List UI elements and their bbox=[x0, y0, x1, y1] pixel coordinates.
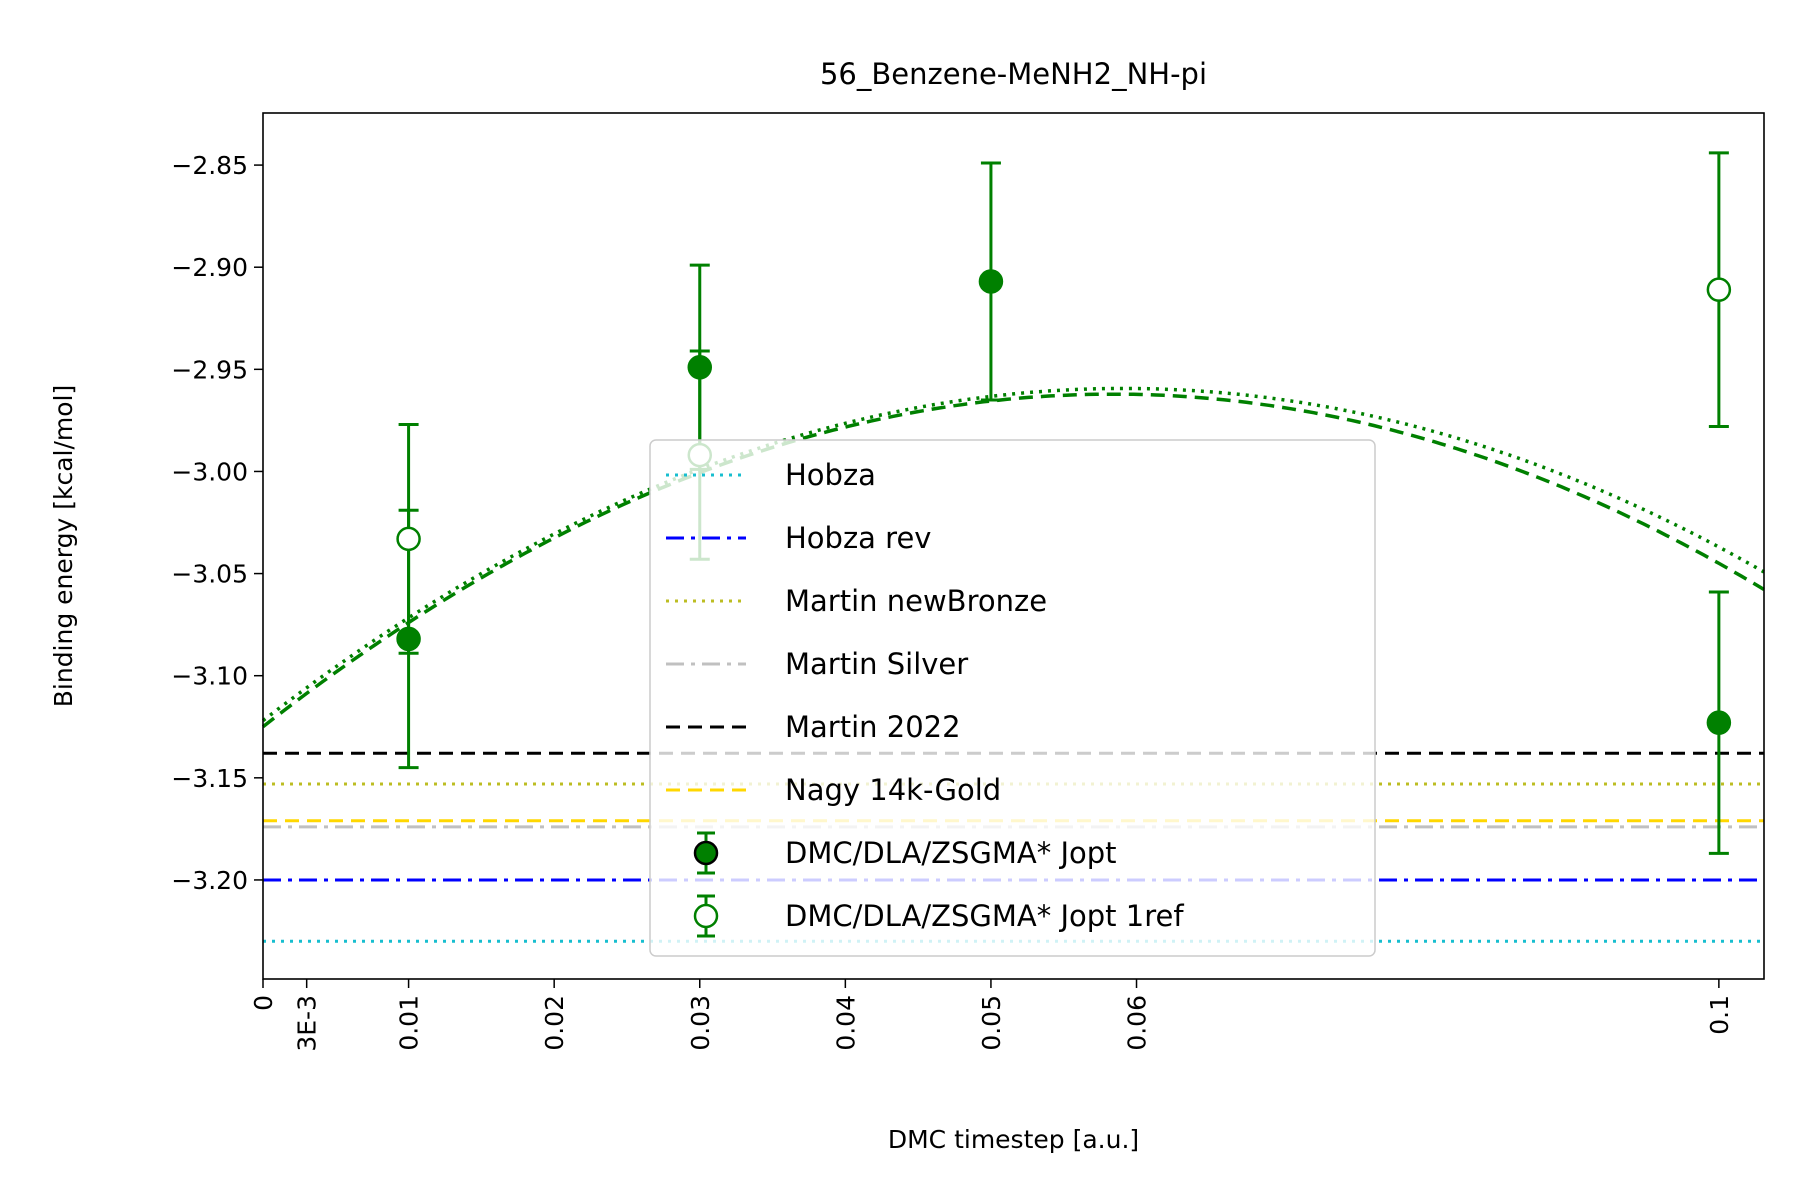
y-tick-label: −3.20 bbox=[171, 866, 248, 895]
x-tick-label: 3E-3 bbox=[293, 995, 322, 1052]
legend-box bbox=[649, 439, 1376, 957]
data-point bbox=[1706, 277, 1732, 302]
x-tick-label: 0.06 bbox=[1123, 995, 1152, 1051]
x-tick-label: 0.01 bbox=[395, 995, 424, 1051]
data-point bbox=[1706, 710, 1732, 735]
legend-label: Martin Silver bbox=[785, 647, 968, 681]
x-tick-label: 0.04 bbox=[831, 995, 860, 1051]
y-tick-label: −3.00 bbox=[171, 457, 248, 486]
y-tick-label: −3.15 bbox=[171, 764, 248, 793]
x-tick-label: 0.02 bbox=[540, 995, 569, 1051]
chart-title: 56_Benzene-MeNH2_NH-pi bbox=[820, 57, 1207, 91]
legend-label: Martin 2022 bbox=[785, 710, 961, 744]
legend-label: Hobza bbox=[785, 458, 876, 492]
y-axis-label: Binding energy [kcal/mol] bbox=[49, 385, 78, 708]
y-tick-label: −2.85 bbox=[171, 151, 248, 180]
fit-curve bbox=[261, 386, 1765, 722]
legend-label: Nagy 14k-Gold bbox=[785, 773, 1001, 807]
legend-label: Martin newBronze bbox=[785, 584, 1047, 618]
plot-frame bbox=[262, 112, 1765, 980]
x-tick-label: 0.05 bbox=[977, 995, 1006, 1051]
x-tick-label: 0.1 bbox=[1705, 995, 1734, 1035]
data-point bbox=[396, 526, 421, 552]
y-tick-label: −3.10 bbox=[171, 662, 248, 691]
y-tick-label: −2.95 bbox=[171, 355, 248, 384]
fit-curves bbox=[261, 386, 1765, 729]
axis-ticks: 0 3E-3 0.01 0.02 0.03 0.04 0.05 0.06 0.1 −2.85 −2.… bbox=[171, 151, 1733, 1052]
data-point bbox=[978, 269, 1004, 294]
legend: Hobza Hobza rev Martin newBronze Martin Sil… bbox=[649, 439, 1376, 957]
x-tick-label: 0.03 bbox=[686, 995, 715, 1051]
x-axis-label: DMC timestep [a.u.] bbox=[888, 1125, 1139, 1154]
y-tick-label: −3.05 bbox=[171, 560, 248, 589]
legend-label: Hobza rev bbox=[785, 521, 931, 555]
legend-swatch bbox=[693, 840, 719, 866]
legend-label: DMC/DLA/ZSGMA* Jopt bbox=[785, 836, 1117, 870]
y-tick-label: −2.90 bbox=[171, 253, 248, 282]
x-tick-label: 0 bbox=[249, 995, 278, 1011]
legend-label: DMC/DLA/ZSGMA* Jopt 1ref bbox=[785, 899, 1184, 933]
legend-swatch bbox=[693, 903, 719, 929]
